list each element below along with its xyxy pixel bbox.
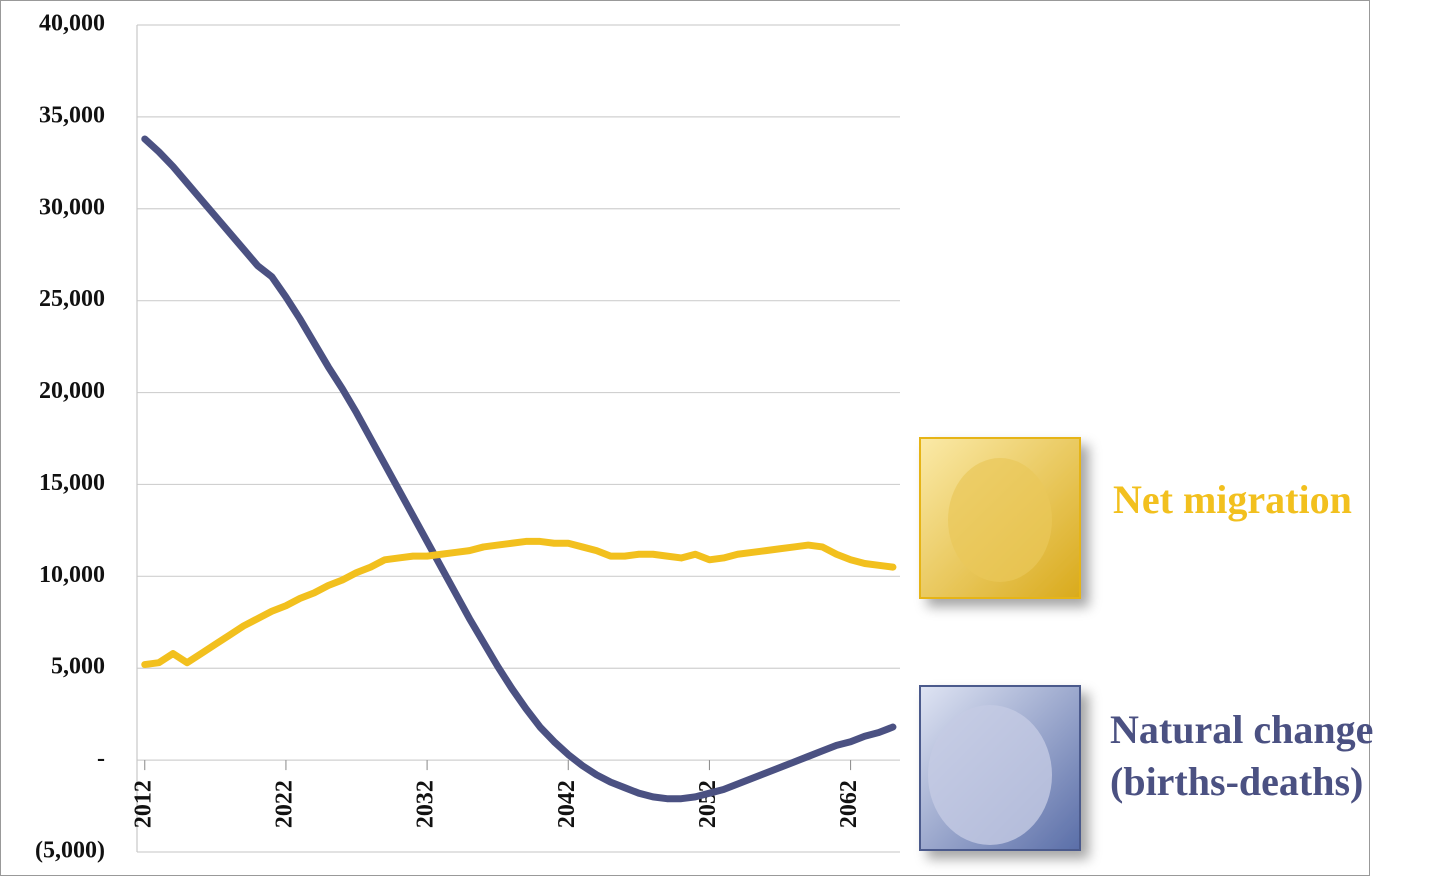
- data-line: [141, 135, 897, 803]
- y-tick-label: 10,000: [39, 562, 105, 588]
- x-tick-label: 2022: [271, 780, 297, 828]
- y-tick-label: (5,000): [35, 838, 105, 864]
- y-tick-label: -: [97, 746, 105, 772]
- x-tick-label: 2042: [554, 780, 580, 828]
- y-tick-label: 25,000: [39, 286, 105, 312]
- x-tick-label: 2052: [695, 780, 721, 828]
- y-tick-label: 15,000: [39, 470, 105, 496]
- y-tick-label: 30,000: [39, 194, 105, 220]
- x-tick-label: 2012: [130, 780, 156, 828]
- data-line: [141, 537, 897, 669]
- y-tick-label: 5,000: [51, 654, 105, 680]
- x-tick-label: 2062: [836, 780, 862, 828]
- photo-natural: [919, 685, 1081, 851]
- y-tick-label: 20,000: [39, 378, 105, 404]
- y-tick-label: 40,000: [39, 11, 105, 37]
- legend-label: Natural change (births-deaths): [1110, 707, 1374, 804]
- y-tick-label: 35,000: [39, 102, 105, 128]
- photo-migration: [919, 437, 1081, 599]
- legend-label: Net migration: [1113, 477, 1352, 522]
- x-tick-label: 2032: [413, 780, 439, 828]
